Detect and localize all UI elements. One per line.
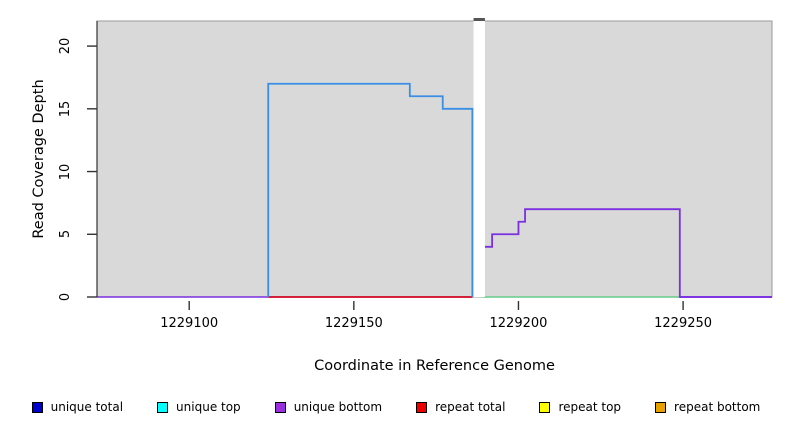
legend-item[interactable]: unique bottom xyxy=(274,400,383,414)
coverage-gap-marker xyxy=(473,18,485,21)
y-axis-title: Read Coverage Depth xyxy=(31,79,47,239)
legend-item[interactable]: repeat top xyxy=(539,400,621,414)
legend-swatch-icon xyxy=(31,401,43,413)
series-line-unique-bottom xyxy=(481,208,772,298)
legend-label: unique bottom xyxy=(293,400,383,414)
legend-label: repeat top xyxy=(558,400,622,414)
x-axis-title: Coordinate in Reference Genome xyxy=(314,358,555,374)
legend-swatch-icon xyxy=(274,401,286,413)
legend-item[interactable]: repeat total xyxy=(416,400,505,414)
x-tick-label: 1229150 xyxy=(324,316,383,331)
legend-item[interactable]: unique top xyxy=(157,400,241,414)
y-tick-label: 15 xyxy=(58,100,73,118)
chart-legend: unique total unique top unique bottom repea… xyxy=(0,396,792,418)
legend-item[interactable]: unique total xyxy=(31,400,124,414)
series-line-unique-top-coverage xyxy=(267,82,474,297)
x-tick-label: 1229200 xyxy=(489,316,548,331)
legend-swatch-icon xyxy=(655,401,667,413)
y-tick-label: 0 xyxy=(58,292,73,302)
coverage-gap-band xyxy=(473,21,485,297)
legend-label: unique top xyxy=(176,400,241,414)
y-tick-label: 10 xyxy=(58,163,73,180)
legend-swatch-icon xyxy=(157,401,169,413)
legend-swatch-icon xyxy=(416,401,428,413)
x-tick-label: 1229250 xyxy=(654,316,713,331)
legend-item[interactable]: repeat bottom xyxy=(655,400,760,414)
plot-background xyxy=(96,20,773,298)
legend-label: repeat total xyxy=(435,400,506,414)
legend-swatch-icon xyxy=(539,401,551,413)
x-tick-label: 1229100 xyxy=(160,316,219,331)
y-tick-label: 5 xyxy=(58,230,73,239)
legend-label: repeat bottom xyxy=(674,400,761,414)
legend-label: unique total xyxy=(50,400,124,414)
y-tick-label: 20 xyxy=(58,37,73,55)
